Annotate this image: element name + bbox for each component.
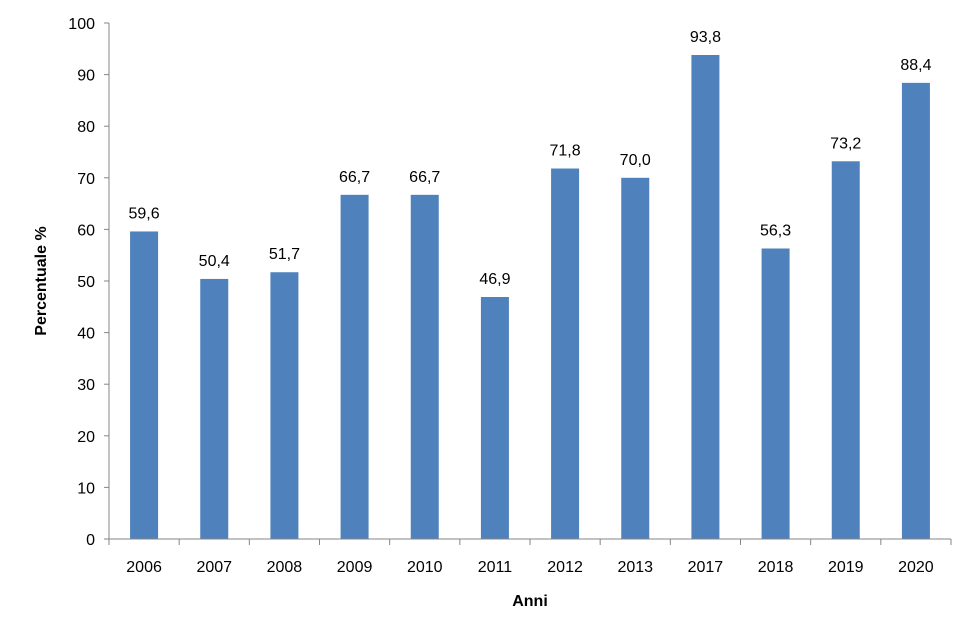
x-tick-label-2013: 2013	[617, 559, 653, 576]
y-tick-label: 70	[77, 171, 95, 188]
bars	[130, 54, 930, 540]
bar-2009	[340, 194, 369, 539]
y-tick-label: 10	[77, 480, 95, 497]
x-tick-label-2006: 2006	[126, 559, 162, 576]
data-label-2013: 70,0	[620, 152, 651, 169]
bar-2008	[270, 272, 299, 539]
data-labels: 59,6 50,4 51,7 66,7 66,7 46,9 71,8 70,0 93,8 56,3…	[129, 29, 932, 288]
y-tick-label: 90	[77, 68, 95, 85]
y-axis-ticks: 0 10 20 30 40 50 60 70 80 90 100	[68, 16, 109, 549]
y-tick-label: 30	[77, 377, 95, 394]
data-label-2020: 88,4	[900, 57, 931, 74]
y-tick-label: 0	[86, 532, 95, 549]
x-tick-label-2007: 2007	[196, 559, 232, 576]
x-axis-title: Anni	[512, 593, 548, 610]
bar-2007	[200, 278, 229, 539]
x-tick-label-2018: 2018	[758, 559, 794, 576]
bar-2018	[761, 248, 790, 539]
bar-2019	[831, 161, 860, 539]
y-axis-title: Percentuale %	[33, 226, 50, 335]
x-tick-label-2009: 2009	[337, 559, 373, 576]
data-label-2017: 93,8	[690, 29, 721, 46]
x-tick-label-2010: 2010	[407, 559, 443, 576]
data-label-2010: 66,7	[409, 169, 440, 186]
data-label-2009: 66,7	[339, 169, 370, 186]
x-axis-ticks: 2006 2007 2008 2009 2010 2011 2012 2013 2017 2018…	[108, 539, 952, 576]
data-label-2011: 46,9	[479, 271, 510, 288]
data-label-2007: 50,4	[199, 253, 230, 270]
y-tick-label: 60	[77, 222, 95, 239]
bar-2020	[901, 82, 930, 539]
bar-2011	[480, 296, 509, 539]
bar-2013	[621, 177, 650, 540]
y-tick-label: 80	[77, 119, 95, 136]
bar-2012	[551, 168, 580, 539]
x-tick-label-2008: 2008	[267, 559, 303, 576]
data-label-2019: 73,2	[830, 135, 861, 152]
y-tick-label: 20	[77, 429, 95, 446]
y-tick-label: 100	[68, 16, 95, 33]
x-tick-label-2017: 2017	[688, 559, 724, 576]
x-tick-label-2011: 2011	[478, 559, 513, 576]
y-tick-label: 40	[77, 326, 95, 343]
x-tick-label-2012: 2012	[547, 559, 583, 576]
data-label-2018: 56,3	[760, 222, 791, 239]
x-tick-label-2020: 2020	[898, 559, 934, 576]
data-label-2008: 51,7	[269, 246, 300, 263]
bar-2006	[130, 231, 159, 540]
x-tick-label-2019: 2019	[828, 559, 864, 576]
y-tick-label: 50	[77, 274, 95, 291]
bar-2017	[691, 54, 720, 539]
bar-2010	[410, 194, 439, 539]
data-label-2012: 71,8	[550, 143, 581, 160]
data-label-2006: 59,6	[129, 205, 160, 222]
